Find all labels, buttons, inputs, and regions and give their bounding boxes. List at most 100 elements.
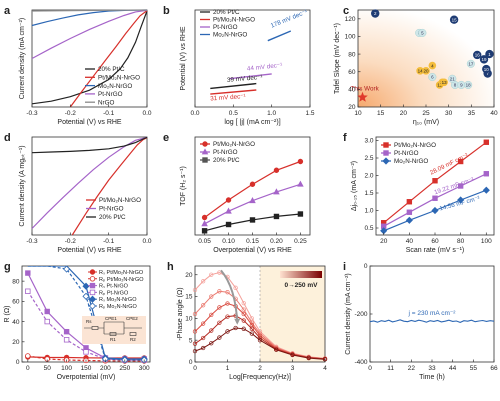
panel-g-legend-label: Rₚ Pt/Mo₂N-NrGO <box>99 277 144 283</box>
panel-h-trend-arrow <box>220 269 239 323</box>
panel-h-data-point <box>200 279 206 284</box>
panel-d-legend-label: 20% Pt/C <box>99 214 126 221</box>
panel-a-series-line <box>31 9 148 60</box>
panel-c-point <box>485 49 494 59</box>
panel-f-ytick-label: 1.0 <box>364 208 373 215</box>
panel-e-ylabel: TOF (H₂ s⁻¹) <box>180 166 187 206</box>
panel-i-xtick-label: 33 <box>428 365 436 372</box>
panel-i-ylabel: Current density (mA cm⁻²) <box>345 273 352 355</box>
panel-c-point-label: 17 <box>468 61 474 66</box>
panel-b-legend-label: Pt/Mo₂N-NrGO <box>213 17 255 24</box>
panel-e-legend-label: 20% Pt/C <box>213 157 240 164</box>
panel-h-scale-label: 0→250 mV <box>285 282 319 289</box>
panel-g-legend-marker <box>89 282 96 289</box>
panel-c-ytick-label: 120 <box>345 16 356 23</box>
panel-i-xtick-label: 44 <box>449 365 457 372</box>
panel-f-ytick-label: 0.5 <box>364 225 373 232</box>
panel-d-panel-letter: d <box>4 132 11 144</box>
panel-f-data-point <box>483 171 490 177</box>
panel-e-data-point <box>273 167 280 173</box>
panel-d-legend-label: Pt/Mo₂N-NrGO <box>99 197 141 204</box>
panel-g-circuit-resistor <box>91 326 99 330</box>
panel-h-xtick-label: 1 <box>226 365 230 372</box>
panel-e-data-point <box>201 220 208 227</box>
panel-h-data-point <box>209 272 214 277</box>
panel-h-data-point <box>192 311 198 317</box>
panel-g-ytick-label: 0 <box>16 359 20 366</box>
panel-c-ylabel: Tafel Slope (mV dec⁻¹) <box>334 23 341 94</box>
panel-a-ylabel: Current density (mA cm⁻²) <box>19 18 26 100</box>
panel-e-data-point <box>297 180 304 187</box>
panel-g-legend-marker <box>89 269 96 275</box>
panel-e-data-point <box>201 228 208 234</box>
panel-c-point-label: 7 <box>486 71 489 76</box>
panel-h-data-point <box>217 270 222 275</box>
panel-g-circuit-resistor <box>129 332 137 336</box>
panel-c-point <box>416 67 424 75</box>
panel-c-point <box>482 64 491 74</box>
panel-h-data-point <box>233 325 238 331</box>
panel-g-circuit-label: R1 <box>110 337 116 342</box>
panel-c-panel-letter: c <box>343 5 349 17</box>
panel-h-data-point <box>241 311 246 317</box>
panel-g-circuit-label: CPE2 <box>126 316 138 321</box>
panel-c-point-label: 2 <box>374 11 377 16</box>
panel-h-ytick-label: 20 <box>185 272 193 279</box>
panel-a-xtick-label: -0.3 <box>26 110 38 117</box>
panel-d-xlabel: Potential (V) vs RHE <box>57 247 122 254</box>
panel-f-data-point <box>432 178 438 184</box>
panel-a-series-line <box>31 9 148 27</box>
panel-a-series-line <box>31 10 148 105</box>
panel-a-legend-label: Mo₂N-NrGO <box>98 83 132 90</box>
panel-g-data-point <box>63 265 71 273</box>
panel-a-legend-label: 20% Pt/C <box>98 66 125 73</box>
panel-g-legend-label: Rₚ Pt-NrGO <box>99 290 129 296</box>
panel-h-data-point <box>241 300 246 306</box>
panel-c-point <box>464 80 473 89</box>
panel-c-xtick-label: 25 <box>422 110 430 117</box>
panel-c-point-label: 10 <box>484 67 490 72</box>
panel-h-data-point <box>233 285 238 290</box>
panel-f-annotation: 19.22 mF cm⁻² <box>433 176 474 196</box>
panel-h-data-point <box>306 355 311 361</box>
panel-b-annotation: 178 mV dec⁻¹ <box>270 9 309 30</box>
panel-c-xtick-label: 35 <box>468 110 476 117</box>
panel-h-data-point <box>217 305 222 310</box>
panel-f-ylabel: Δj₀.₁₅ (mA cm⁻²) <box>351 161 358 211</box>
panel-i-xtick-label: 0 <box>368 365 372 372</box>
panel-d-xtick-label: 0.0 <box>142 238 151 245</box>
panel-g-ylabel: R (Ω) <box>4 306 11 323</box>
panel-c-xtick-label: 10 <box>354 110 362 117</box>
panel-g-data-point <box>44 318 50 325</box>
panel-a-legend-label: Pt/Mo₂N-NrGO <box>98 75 140 82</box>
panel-g-data-point <box>25 353 31 359</box>
panel-e-data-point <box>297 211 304 217</box>
panel-g-legend-marker <box>89 289 96 296</box>
panel-i-xtick-label: 11 <box>387 365 394 372</box>
panel-c-point-label: 5 <box>421 31 424 36</box>
panel-g-legend-label: Rₛ Pt/Mo₂N-NrGO <box>99 270 144 276</box>
panel-h-data-point <box>217 289 222 294</box>
panel-f-annotation: 28.09 mF cm⁻² <box>429 152 469 176</box>
panel-h-ytick-label: 5 <box>189 337 193 344</box>
panel-f-ytick-label: 1.5 <box>364 190 373 197</box>
panel-h-data-point <box>192 287 198 293</box>
panel-b-panel-letter: b <box>163 5 170 17</box>
panel-e-data-point <box>225 207 232 214</box>
panel-a-panel-letter: a <box>4 5 11 17</box>
panel-h-shaded-region <box>260 266 325 362</box>
panel-b-xtick-label: 0.5 <box>229 110 238 117</box>
panel-a-xlabel: Potential (V) vs RHE <box>57 119 122 126</box>
panel-h-data-point <box>200 335 206 341</box>
panel-h-data-point <box>241 326 246 331</box>
panel-b-legend-label: 20% Pt/C <box>213 9 240 16</box>
panel-a-frame <box>31 9 148 108</box>
panel-h-data-point <box>249 331 255 336</box>
panel-c-point-label: 9 <box>460 83 463 88</box>
panel-c-point <box>371 9 380 18</box>
panel-d-xtick-label: -0.1 <box>103 238 115 245</box>
panel-f-data-point <box>406 209 413 215</box>
panel-c-point-label: 6 <box>431 75 434 80</box>
panel-f-legend-label: Pt/Mo₂N-NrGO <box>394 142 436 149</box>
panel-h-data-point <box>200 303 206 308</box>
